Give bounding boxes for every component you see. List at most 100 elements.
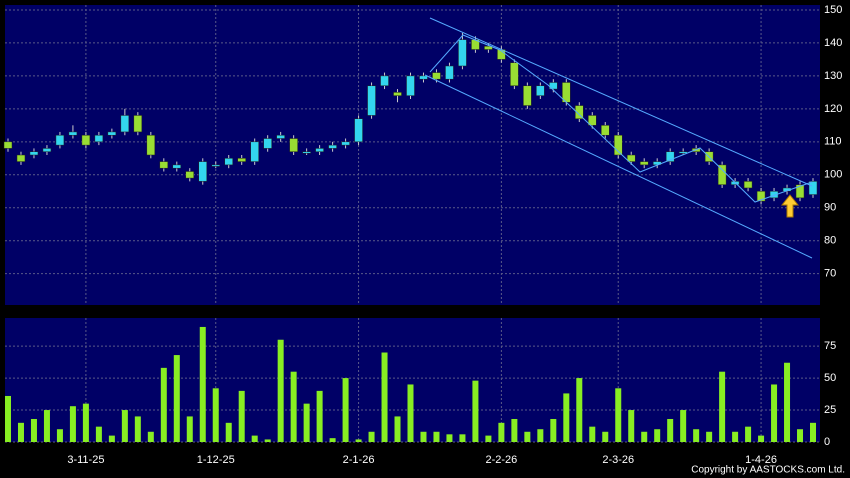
candle-body bbox=[328, 144, 337, 149]
volume-bar bbox=[329, 438, 336, 442]
volume-bar bbox=[576, 378, 583, 442]
volume-bar bbox=[147, 431, 154, 442]
candle-body bbox=[639, 161, 649, 166]
volume-bar bbox=[459, 434, 466, 442]
candle-body bbox=[42, 148, 52, 152]
volume-bar bbox=[407, 384, 414, 442]
candle-body bbox=[367, 85, 376, 116]
volume-bar bbox=[563, 393, 570, 442]
y-tick-label: 100 bbox=[824, 169, 842, 181]
candle-body bbox=[146, 134, 156, 156]
candle-body bbox=[769, 191, 779, 199]
volume-bar bbox=[654, 429, 661, 442]
candle-body bbox=[94, 134, 104, 143]
volume-bar bbox=[264, 439, 271, 442]
x-tick-label: 2-1-26 bbox=[343, 454, 375, 466]
candle-body bbox=[107, 131, 117, 136]
volume-bar bbox=[537, 429, 544, 442]
volume-bar bbox=[680, 410, 687, 442]
volume-bar bbox=[160, 367, 167, 442]
volume-bar bbox=[589, 426, 596, 442]
volume-bar bbox=[550, 418, 557, 442]
volume-bar bbox=[316, 390, 323, 442]
candle-body bbox=[445, 65, 454, 80]
candle-body bbox=[55, 134, 65, 146]
volume-bar bbox=[758, 435, 765, 442]
y-tick-label: 140 bbox=[824, 37, 842, 49]
candle-body bbox=[601, 125, 610, 136]
volume-bar bbox=[56, 429, 63, 442]
candle-body bbox=[289, 138, 298, 152]
volume-bar bbox=[602, 431, 609, 442]
candle-body bbox=[354, 118, 363, 143]
candle-body bbox=[224, 158, 233, 166]
candle-body bbox=[665, 151, 675, 162]
candle-body bbox=[510, 62, 519, 87]
volume-bar bbox=[17, 422, 24, 442]
volume-bar bbox=[5, 395, 11, 442]
candle-body bbox=[185, 171, 195, 179]
volume-bar bbox=[420, 431, 427, 442]
y-tick-label: 75 bbox=[824, 340, 836, 352]
candle-body bbox=[575, 105, 584, 119]
volume-bar bbox=[797, 429, 804, 442]
volume-bar bbox=[485, 435, 492, 442]
volume-bar bbox=[173, 355, 180, 442]
candle-body bbox=[419, 75, 428, 80]
candle-body bbox=[393, 92, 402, 96]
volume-bar bbox=[212, 388, 219, 442]
volume-bar bbox=[615, 388, 622, 442]
x-tick-label: 1-12-25 bbox=[197, 454, 235, 466]
y-tick-label: 150 bbox=[824, 4, 842, 16]
volume-bar bbox=[82, 403, 89, 442]
volume-bar bbox=[121, 410, 128, 442]
candle-body bbox=[16, 154, 26, 162]
volume-bar bbox=[472, 380, 479, 442]
candle-body bbox=[250, 141, 259, 162]
candle-body bbox=[315, 148, 324, 152]
candle-body bbox=[458, 39, 467, 67]
trend-lines bbox=[424, 17, 813, 259]
candle-body bbox=[276, 134, 285, 139]
volume-bar bbox=[108, 435, 115, 442]
candle-body bbox=[536, 85, 545, 96]
y-tick-label: 70 bbox=[824, 268, 836, 280]
candle-body bbox=[523, 85, 532, 106]
volume-bar bbox=[342, 378, 349, 442]
candle-body bbox=[29, 151, 39, 156]
volume-bar bbox=[238, 390, 245, 442]
candle-body bbox=[198, 161, 208, 182]
volume-bar bbox=[277, 339, 284, 442]
y-tick-label: 80 bbox=[824, 235, 836, 247]
channel-lower bbox=[424, 74, 813, 259]
volume-bar bbox=[524, 431, 531, 442]
candle-body bbox=[68, 131, 78, 136]
volume-bar bbox=[355, 439, 362, 442]
volume-bar bbox=[693, 429, 700, 442]
candle-body bbox=[808, 181, 818, 195]
candle-body bbox=[678, 151, 688, 154]
volume-bar bbox=[303, 403, 310, 442]
volume-bar bbox=[641, 431, 648, 442]
candle-body bbox=[613, 134, 623, 156]
channel-upper bbox=[429, 17, 813, 187]
x-tick-label: 3-11-25 bbox=[67, 454, 104, 466]
candle-body bbox=[133, 115, 143, 133]
volume-bar bbox=[732, 431, 739, 442]
candle-body bbox=[120, 115, 130, 133]
y-tick-label: 25 bbox=[824, 404, 836, 416]
candle-body bbox=[159, 161, 169, 169]
candle-body bbox=[795, 184, 805, 199]
candle-body bbox=[743, 181, 753, 189]
candle-body bbox=[484, 45, 493, 50]
volume-bar bbox=[69, 406, 76, 442]
y-tick-label: 90 bbox=[824, 202, 836, 214]
volume-bar bbox=[225, 422, 232, 442]
candle-body bbox=[380, 75, 389, 87]
volume-bar bbox=[784, 362, 791, 442]
volume-bar bbox=[95, 426, 102, 442]
volume-bar bbox=[810, 422, 816, 442]
x-tick-label: 1-4-26 bbox=[745, 454, 777, 466]
